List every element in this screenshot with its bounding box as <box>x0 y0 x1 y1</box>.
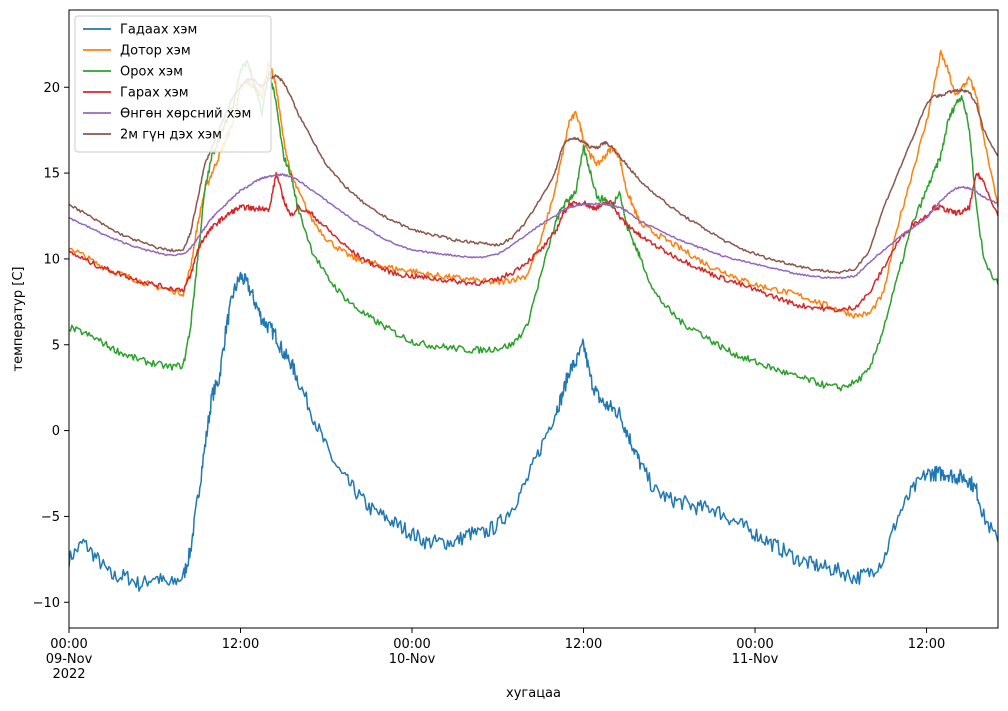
y-axis: −10 −5 0 5 10 15 20 <box>33 81 69 611</box>
y-tick-label: 0 <box>52 424 60 439</box>
plot-frame <box>68 9 999 629</box>
legend: Гадаах хэм Дотор хэм Орох хэм Гарах хэм Өнгө… <box>74 15 272 153</box>
legend-box <box>74 15 272 153</box>
legend-entry: Өнгөн хөрсний хэм <box>120 107 251 122</box>
y-tick-label: 10 <box>43 252 60 267</box>
legend-entry: Орох хэм <box>120 65 183 80</box>
y-tick-label: 20 <box>43 81 60 96</box>
y-tick-label: 15 <box>43 167 60 182</box>
y-tick-label: −10 <box>33 596 60 611</box>
x-axis-label: хугацаа <box>506 686 561 701</box>
legend-entry: Гадаах хэм <box>120 23 197 38</box>
y-axis-label: температур [C] <box>11 267 26 372</box>
legend-entry: Дотор хэм <box>120 44 191 59</box>
legend-entry: Гарах хэм <box>120 86 189 101</box>
series-line-3 <box>69 172 998 313</box>
y-tick-label: 5 <box>52 338 60 353</box>
x-tick-label: 12:00 <box>565 637 602 652</box>
x-tick-label: 11-Nov <box>732 652 779 667</box>
series-line-4 <box>69 173 998 280</box>
x-tick-label: 00:00 <box>736 637 773 652</box>
x-tick-label: 00:00 <box>50 637 87 652</box>
x-tick-label: 2022 <box>52 667 85 682</box>
legend-entry: 2м гүн дэх хэм <box>120 128 222 143</box>
x-tick-label: 00:00 <box>393 637 430 652</box>
x-tick-label: 10-Nov <box>389 652 436 667</box>
x-tick-label: 12:00 <box>908 637 945 652</box>
y-tick-label: −5 <box>41 510 60 525</box>
series-line-0 <box>69 271 998 592</box>
x-tick-label: 09-Nov <box>46 652 93 667</box>
x-tick-label: 12:00 <box>222 637 259 652</box>
